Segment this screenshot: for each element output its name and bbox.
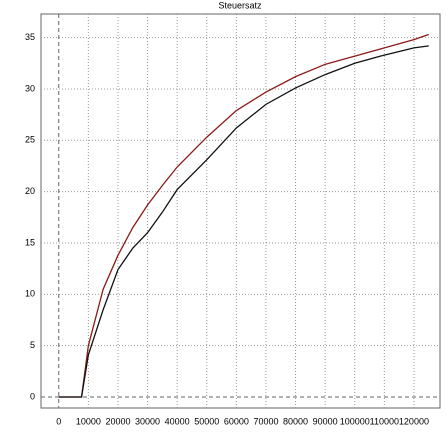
plot-frame	[40, 13, 441, 409]
y-tick-label: 30	[25, 83, 35, 93]
x-tick-label: 40000	[165, 416, 190, 426]
x-tick-label: 70000	[253, 416, 278, 426]
y-tick-label: 15	[25, 237, 35, 247]
y-tick-label: 0	[30, 391, 35, 401]
x-tick-label: 30000	[135, 416, 160, 426]
chart-title: Steuersatz	[218, 0, 262, 10]
x-tick-label: 0	[56, 416, 61, 426]
x-tick-label: 100000	[340, 416, 370, 426]
series-line	[58, 33, 429, 398]
x-tick-label: 90000	[313, 416, 338, 426]
x-tick-label: 10000	[76, 416, 101, 426]
x-tick-label: 50000	[194, 416, 219, 426]
y-tick-label: 20	[25, 186, 35, 196]
y-tick-label: 10	[25, 289, 35, 299]
y-tick-label: 35	[25, 32, 35, 42]
x-tick-label: 110000	[370, 416, 399, 426]
x-tick-label: 60000	[224, 416, 249, 426]
series-line	[58, 45, 429, 398]
y-tick-label: 25	[25, 135, 35, 145]
x-tick-label: 80000	[283, 416, 308, 426]
x-tick-label: 120000	[399, 416, 429, 426]
y-tick-label: 5	[30, 340, 35, 350]
x-tick-label: 20000	[105, 416, 130, 426]
